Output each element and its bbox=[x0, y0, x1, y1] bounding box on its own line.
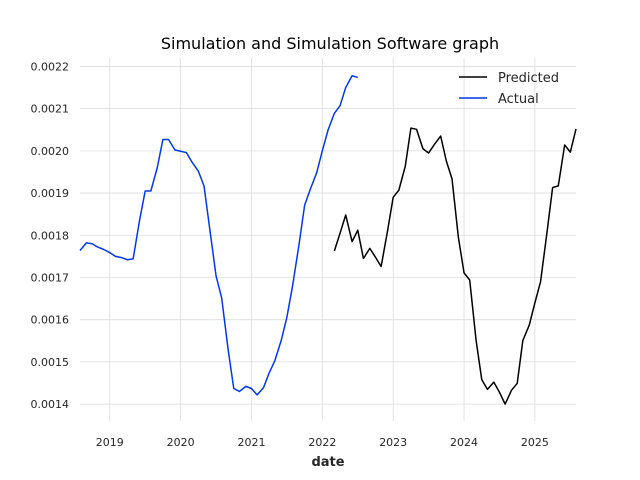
legend-label: Predicted bbox=[498, 71, 559, 86]
y-tick-label: 0.0021 bbox=[31, 103, 70, 116]
x-tick-label: 2023 bbox=[379, 436, 407, 449]
tick-labels: 2019 2020 2021 2022 2023 2024 2025 0.0014 0.0015… bbox=[31, 60, 549, 449]
legend-item-actual: Actual bbox=[459, 92, 539, 107]
legend-item-predicted: Predicted bbox=[459, 71, 559, 86]
x-tick-label: 2024 bbox=[450, 436, 478, 449]
x-tick-label: 2021 bbox=[237, 436, 265, 449]
legend-label: Actual bbox=[498, 92, 539, 107]
y-tick-label: 0.0017 bbox=[31, 271, 70, 284]
x-tick-label: 2022 bbox=[308, 436, 336, 449]
y-tick-label: 0.0020 bbox=[31, 145, 70, 158]
y-tick-label: 0.0019 bbox=[31, 187, 70, 200]
grid bbox=[80, 58, 576, 421]
series-line-predicted bbox=[333, 127, 577, 405]
y-tick-label: 0.0016 bbox=[31, 314, 70, 327]
x-tick-label: 2019 bbox=[96, 436, 124, 449]
x-tick-label: 2020 bbox=[167, 436, 195, 449]
y-tick-label: 0.0014 bbox=[31, 398, 70, 411]
x-axis-label: date bbox=[311, 455, 344, 470]
chart-title: Simulation and Simulation Software graph bbox=[161, 34, 499, 53]
series-layer bbox=[79, 74, 577, 405]
y-tick-label: 0.0015 bbox=[31, 356, 70, 369]
series-line-actual bbox=[79, 74, 358, 396]
legend: Predicted Actual bbox=[459, 71, 559, 107]
x-tick-label: 2025 bbox=[521, 436, 549, 449]
y-tick-label: 0.0018 bbox=[31, 229, 70, 242]
y-tick-label: 0.0022 bbox=[31, 60, 70, 73]
